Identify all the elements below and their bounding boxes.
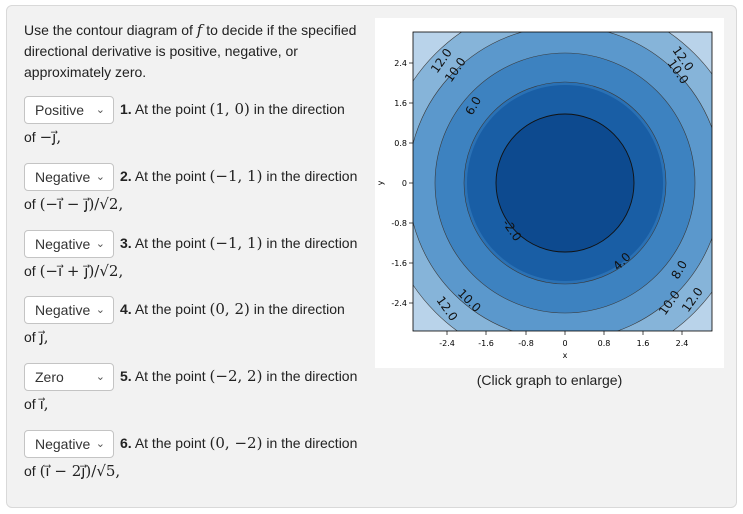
direction-vector: −j⃗, bbox=[39, 128, 62, 147]
question-text-mid: in the direction bbox=[253, 301, 345, 317]
contour-lines bbox=[413, 32, 712, 331]
contour-plot[interactable]: 12.0 10.0 6.0 12.0 10.0 -2.0 4.0 8.0 12.… bbox=[375, 18, 724, 368]
x-tick-label: 0 bbox=[562, 339, 567, 348]
instructions: Use the contour diagram of f to decide i… bbox=[24, 20, 369, 83]
select-value: Negative bbox=[35, 436, 91, 453]
function-name: f bbox=[196, 21, 203, 39]
question-number: 5. bbox=[120, 368, 132, 384]
question-4: Negative ⌄ 4. At the point (0, 2) in the d… bbox=[24, 296, 374, 350]
answer-select-1[interactable]: Positive ⌄ bbox=[24, 96, 114, 125]
answer-select-4[interactable]: Negative ⌄ bbox=[24, 296, 114, 325]
x-tick-label: -1.6 bbox=[478, 339, 494, 348]
x-axis-label: x bbox=[563, 351, 568, 360]
enlarge-graph-link[interactable]: (Click graph to enlarge) bbox=[476, 372, 623, 388]
y-tick-label: -0.8 bbox=[391, 219, 407, 228]
y-tick-label: 0 bbox=[402, 179, 407, 188]
chevron-down-icon: ⌄ bbox=[95, 371, 105, 384]
answer-select-6[interactable]: Negative ⌄ bbox=[24, 430, 114, 459]
select-value: Positive bbox=[35, 102, 85, 119]
x-tick-label: -0.8 bbox=[518, 339, 534, 348]
question-number: 6. bbox=[120, 435, 132, 451]
select-value: Negative bbox=[35, 302, 91, 319]
x-tick-label: -2.4 bbox=[439, 339, 455, 348]
x-tick-label: 0.8 bbox=[598, 339, 611, 348]
question-text: At the point bbox=[134, 368, 206, 384]
contour-graph[interactable]: 12.0 10.0 6.0 12.0 10.0 -2.0 4.0 8.0 12.… bbox=[375, 18, 724, 368]
y-axis-label: y bbox=[376, 180, 385, 185]
y-tick-label: 1.6 bbox=[394, 99, 407, 108]
question-6: Negative ⌄ 6. At the point (0, −2) in the … bbox=[24, 430, 374, 484]
point: (1, 0) bbox=[209, 100, 250, 118]
select-value: Zero bbox=[35, 369, 64, 386]
question-text: At the point bbox=[134, 101, 206, 117]
chevron-down-icon: ⌄ bbox=[95, 104, 105, 117]
y-tick-label: -2.4 bbox=[391, 299, 407, 308]
chevron-down-icon: ⌄ bbox=[95, 438, 105, 451]
contour-fills: 12.0 10.0 6.0 12.0 10.0 -2.0 4.0 8.0 12.… bbox=[413, 32, 712, 331]
answer-select-2[interactable]: Negative ⌄ bbox=[24, 163, 114, 192]
of-word: of bbox=[24, 263, 36, 280]
x-tick-labels: -2.4 -1.6 -0.8 0 0.8 1.6 2.4 x bbox=[439, 339, 688, 360]
y-tick-label: 2.4 bbox=[394, 59, 407, 68]
of-word: of bbox=[24, 129, 36, 146]
of-word: of bbox=[24, 396, 36, 413]
question-3: Negative ⌄ 3. At the point (−1, 1) in the … bbox=[24, 230, 374, 284]
direction-vector: (i⃗ − 2j⃗)/√5, bbox=[39, 462, 121, 481]
question-1: Positive ⌄ 1. At the point (1, 0) in the d… bbox=[24, 96, 374, 150]
y-tick-labels: 2.4 1.6 0.8 0 -0.8 -1.6 -2.4 bbox=[391, 59, 407, 308]
x-tick-label: 2.4 bbox=[676, 339, 689, 348]
point: (0, 2) bbox=[209, 300, 250, 318]
question-text: At the point bbox=[134, 435, 206, 451]
intro-text-start: Use the contour diagram of bbox=[24, 22, 197, 38]
question-text: At the point bbox=[134, 168, 206, 184]
intro-text-end: to decide if the specified directional d… bbox=[24, 22, 357, 80]
question-text: At the point bbox=[134, 235, 206, 251]
answer-select-3[interactable]: Negative ⌄ bbox=[24, 230, 114, 259]
question-text: At the point bbox=[134, 301, 206, 317]
of-word: of bbox=[24, 329, 36, 346]
question-number: 1. bbox=[120, 101, 132, 117]
question-text-mid: in the direction bbox=[266, 368, 358, 384]
chevron-down-icon: ⌄ bbox=[95, 171, 105, 184]
x-tick-label: 1.6 bbox=[637, 339, 650, 348]
direction-vector: (−i⃗ − j⃗)/√2, bbox=[39, 195, 124, 214]
point: (−1, 1) bbox=[209, 167, 263, 185]
question-text-mid: in the direction bbox=[266, 235, 358, 251]
of-word: of bbox=[24, 196, 36, 213]
select-value: Negative bbox=[35, 169, 91, 186]
question-text-mid: in the direction bbox=[266, 168, 358, 184]
point: (0, −2) bbox=[209, 434, 263, 452]
point: (−1, 1) bbox=[209, 234, 263, 252]
y-tick-label: -1.6 bbox=[391, 259, 407, 268]
answer-select-5[interactable]: Zero ⌄ bbox=[24, 363, 114, 392]
select-value: Negative bbox=[35, 236, 91, 253]
question-2: Negative ⌄ 2. At the point (−1, 1) in the … bbox=[24, 163, 374, 217]
y-tick-label: 0.8 bbox=[394, 139, 407, 148]
question-text-mid: in the direction bbox=[253, 101, 345, 117]
question-number: 4. bbox=[120, 301, 132, 317]
question-number: 3. bbox=[120, 235, 132, 251]
plot-frame bbox=[412, 31, 713, 332]
chevron-down-icon: ⌄ bbox=[95, 304, 105, 317]
of-word: of bbox=[24, 463, 36, 480]
question-number: 2. bbox=[120, 168, 132, 184]
question-text-mid: in the direction bbox=[266, 435, 358, 451]
contour-band-1 bbox=[496, 114, 634, 252]
direction-vector: j⃗, bbox=[39, 328, 49, 347]
direction-vector: (−i⃗ + j⃗)/√2, bbox=[39, 262, 124, 281]
direction-vector: i⃗, bbox=[39, 395, 49, 414]
question-5: Zero ⌄ 5. At the point (−2, 2) in the dire… bbox=[24, 363, 374, 417]
point: (−2, 2) bbox=[209, 367, 263, 385]
chevron-down-icon: ⌄ bbox=[95, 238, 105, 251]
tick-marks bbox=[409, 62, 683, 335]
